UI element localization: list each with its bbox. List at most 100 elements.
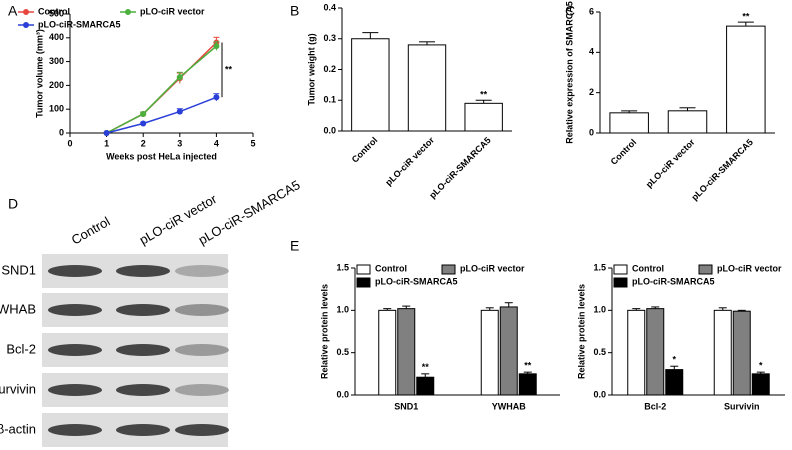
y-tick-label: 500 [49, 8, 64, 18]
blot-band [175, 344, 229, 356]
x-tick-label: pLO-ciR-SMARCA5 [427, 135, 492, 200]
y-axis-label: Tumor weight (g) [306, 33, 316, 105]
point [140, 110, 147, 117]
x-tick-label: Control [609, 137, 639, 167]
point [103, 130, 110, 136]
panel-label: A [8, 3, 18, 19]
protein-label: β-actin [0, 421, 36, 436]
blot-band [116, 424, 170, 436]
y-tick-label: 0.2 [323, 64, 336, 74]
legend-label: pLO-ciR vector [460, 263, 525, 273]
legend-label: pLO-ciR-SMARCA5 [38, 19, 121, 29]
y-tick-label: 6 [589, 6, 594, 16]
series-line [106, 42, 217, 134]
legend-label: Control [38, 6, 70, 16]
bar [726, 25, 766, 134]
legend-label: pLO-ciR vector [140, 6, 205, 16]
bar [751, 373, 770, 396]
legend-label: Control [632, 263, 664, 273]
y-tick-label: 0.0 [593, 389, 606, 399]
x-tick-label: 4 [214, 138, 219, 148]
legend-label: pLO-ciR-SMARCA5 [375, 276, 458, 286]
legend-swatch [613, 264, 628, 275]
protein-label: Bcl-2 [6, 341, 36, 356]
x-tick-label: SND1 [394, 401, 418, 411]
y-tick-label: 400 [49, 32, 64, 42]
y-axis-label: Relative protein levels [319, 284, 329, 379]
sig-label: ** [524, 361, 532, 371]
x-tick-label: 0 [67, 138, 72, 148]
y-tick-label: 0.5 [336, 347, 349, 357]
point [176, 108, 183, 115]
bar [732, 310, 751, 396]
sig-label: * [672, 355, 676, 365]
bar [665, 369, 684, 396]
series-line [106, 45, 217, 134]
bar [627, 309, 646, 396]
bar [499, 306, 518, 396]
legend-marker [23, 9, 29, 15]
x-tick-label: YWHAB [492, 401, 526, 411]
series-line [106, 96, 217, 134]
blot-band [48, 265, 102, 277]
blot-band [116, 304, 170, 316]
y-tick-label: 1.5 [593, 262, 606, 272]
x-tick-label: pLO-ciR-SMARCA5 [690, 137, 755, 202]
bar [667, 110, 708, 134]
legend-swatch [698, 264, 713, 275]
point [176, 74, 183, 81]
y-tick-label: 2 [589, 87, 594, 97]
panel-label: C [565, 3, 575, 19]
y-tick-label: 200 [49, 80, 64, 90]
blot-band [175, 384, 229, 396]
y-tick-label: 0 [589, 127, 594, 137]
bar [713, 309, 732, 396]
legend-marker [23, 22, 29, 28]
blot-band [175, 265, 229, 277]
y-tick-label: 0.5 [593, 347, 606, 357]
legend-label: pLO-ciR-SMARCA5 [632, 276, 715, 286]
legend-swatch [356, 277, 371, 288]
y-axis-label: Tumor volume (mm³) [34, 29, 44, 118]
x-tick-label: Survivin [724, 401, 760, 411]
x-tick-label: Bcl-2 [644, 401, 666, 411]
x-tick-label: 5 [250, 138, 255, 148]
protein-label: SND1 [1, 262, 36, 277]
legend-swatch [441, 264, 456, 275]
y-tick-label: 4 [589, 47, 594, 57]
blot-band [116, 344, 170, 356]
y-tick-label: 0.3 [323, 33, 336, 43]
blot-band [48, 424, 102, 436]
y-tick-label: 100 [49, 104, 64, 114]
x-axis-label: Weeks post HeLa injected [106, 151, 217, 161]
y-tick-label: 1.0 [336, 305, 349, 315]
point [213, 94, 220, 101]
y-axis-label: Relative protein levels [576, 284, 586, 379]
bar [407, 44, 447, 132]
protein-label: Survivin [0, 381, 36, 396]
lane-label: Control [69, 214, 113, 248]
lane-label: pLO-ciR-SMARCA5 [196, 177, 303, 247]
bar [480, 309, 499, 396]
y-tick-label: 1.5 [336, 262, 349, 272]
y-axis-label: Relative expression of SMARCA5 [564, 1, 574, 144]
blot-band [116, 265, 170, 277]
bar [416, 376, 435, 396]
y-tick-label: 300 [49, 56, 64, 66]
sig-label: * [759, 361, 763, 371]
bar [609, 112, 649, 134]
blot-band [116, 384, 170, 396]
y-tick-label: 0.4 [323, 2, 336, 12]
bar [351, 38, 390, 132]
annotation: ** [225, 64, 233, 74]
panel-label: E [290, 238, 299, 254]
blot-band [175, 424, 229, 436]
legend-marker [125, 9, 131, 15]
point [213, 43, 220, 50]
y-tick-label: 0 [59, 127, 64, 137]
sig-label: ** [480, 90, 488, 100]
y-tick-label: 0.0 [323, 125, 336, 135]
x-tick-label: Control [350, 135, 380, 165]
blot-band [175, 304, 229, 316]
protein-label: YWHAB [0, 301, 36, 316]
